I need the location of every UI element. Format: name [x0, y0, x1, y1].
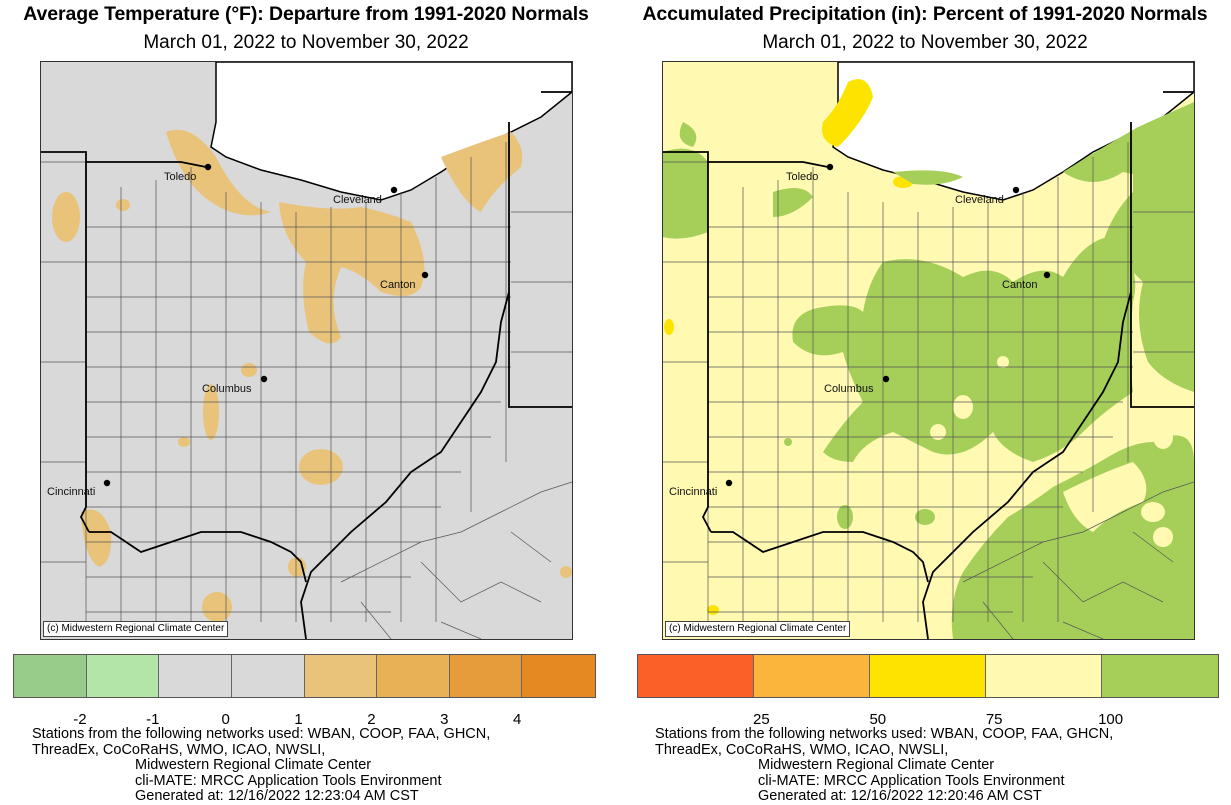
city-label-columbus: Columbus [824, 383, 874, 395]
colorbar-tick-label: -1 [146, 711, 160, 728]
colorbar-swatch [231, 655, 305, 697]
temperature-panel: Average Temperature (°F): Departure from… [0, 0, 612, 804]
precipitation-footer: Stations from the following networks use… [655, 726, 1231, 805]
temperature-map-title: Average Temperature (°F): Departure from… [23, 3, 589, 25]
city-label-toledo: Toledo [786, 171, 818, 183]
city-label-canton: Canton [1002, 279, 1037, 291]
precipitation-map-title: Accumulated Precipitation (in): Percent … [642, 3, 1208, 25]
state-borders [41, 91, 572, 639]
county-lines [41, 142, 572, 639]
city-label-cincinnati: Cincinnati [47, 486, 95, 498]
colorbar-tick-label: 2 [367, 711, 376, 728]
temperature-anomaly-areas [52, 129, 572, 622]
lake-erie [832, 62, 1194, 201]
colorbar-tick-label: 100 [1098, 711, 1124, 728]
precipitation-map: Toledo Cleveland Canton Columbus Cincinn… [662, 61, 1195, 640]
temperature-map: Toledo Cleveland Canton Columbus Cincinn… [40, 61, 573, 640]
colorbar-tick-label: -2 [73, 711, 87, 728]
footer-line: Generated at: 12/16/2022 12:20:46 AM CST [758, 788, 1042, 804]
temperature-footer: Stations from the following networks use… [32, 726, 644, 805]
footer-line: ThreadEx, CoCoRaHS, WMO, ICAO, NWSLI, [32, 741, 326, 758]
city-label-canton: Canton [380, 279, 415, 291]
colorbar-swatch [870, 655, 986, 697]
colorbar-tick-label: 1 [294, 711, 303, 728]
colorbar-swatch [159, 655, 232, 697]
footer-line: Midwestern Regional Climate Center [135, 757, 372, 773]
footer-line: cli-MATE: MRCC Application Tools Environ… [758, 772, 1065, 789]
colorbar-swatch [449, 655, 523, 697]
footer-line: Stations from the following networks use… [655, 726, 1114, 742]
precipitation-map-svg: Toledo Cleveland Canton Columbus Cincinn… [663, 62, 1194, 639]
city-label-cincinnati: Cincinnati [669, 486, 717, 498]
temperature-map-subtitle: March 01, 2022 to November 30, 2022 [143, 32, 469, 53]
footer-line: Midwestern Regional Climate Center [758, 757, 995, 773]
colorbar-swatch [304, 655, 378, 697]
precipitation-panel: Accumulated Precipitation (in): Percent … [619, 0, 1231, 804]
precipitation-map-subtitle: March 01, 2022 to November 30, 2022 [762, 32, 1088, 53]
temperature-colorbar-ticks: -2 -1 0 1 2 3 4 [0, 711, 612, 729]
city-label-cleveland: Cleveland [333, 194, 382, 206]
precipitation-colorbar-ticks: 25 50 75 100 [619, 711, 1231, 729]
colorbar-swatch [638, 655, 754, 697]
city-label-columbus: Columbus [202, 383, 252, 395]
colorbar-swatch [522, 655, 595, 697]
colorbar-swatch [14, 655, 87, 697]
colorbar-swatch [754, 655, 870, 697]
temperature-colorbar [13, 654, 596, 698]
colorbar-swatch [86, 655, 160, 697]
colorbar-tick-label: 50 [869, 711, 887, 728]
colorbar-swatch [377, 655, 450, 697]
temperature-map-svg: Toledo Cleveland Canton Columbus Cincinn… [41, 62, 572, 639]
city-label-cleveland: Cleveland [955, 194, 1004, 206]
lake-erie [210, 62, 572, 201]
precipitation-normal-pockets [930, 356, 1173, 547]
colorbar-swatch [986, 655, 1102, 697]
colorbar-tick-label: 4 [512, 711, 522, 728]
map-credit: (c) Midwestern Regional Climate Center [665, 621, 851, 637]
state-borders [663, 91, 1194, 639]
colorbar-tick-label: 0 [221, 711, 230, 728]
colorbar-tick-label: 25 [753, 711, 770, 728]
city-markers [103, 163, 429, 487]
city-label-toledo: Toledo [164, 171, 196, 183]
footer-line: Stations from the following networks use… [32, 726, 491, 742]
footer-line: ThreadEx, CoCoRaHS, WMO, ICAO, NWSLI, [655, 741, 949, 758]
map-credit: (c) Midwestern Regional Climate Center [43, 621, 229, 637]
colorbar-tick-label: 75 [985, 711, 1003, 728]
city-markers [725, 163, 1051, 487]
precipitation-colorbar [637, 654, 1219, 698]
footer-line: Generated at: 12/16/2022 12:23:04 AM CST [135, 788, 419, 804]
footer-line: cli-MATE: MRCC Application Tools Environ… [135, 772, 442, 789]
colorbar-tick-label: 3 [440, 711, 449, 728]
colorbar-swatch [1102, 655, 1218, 697]
